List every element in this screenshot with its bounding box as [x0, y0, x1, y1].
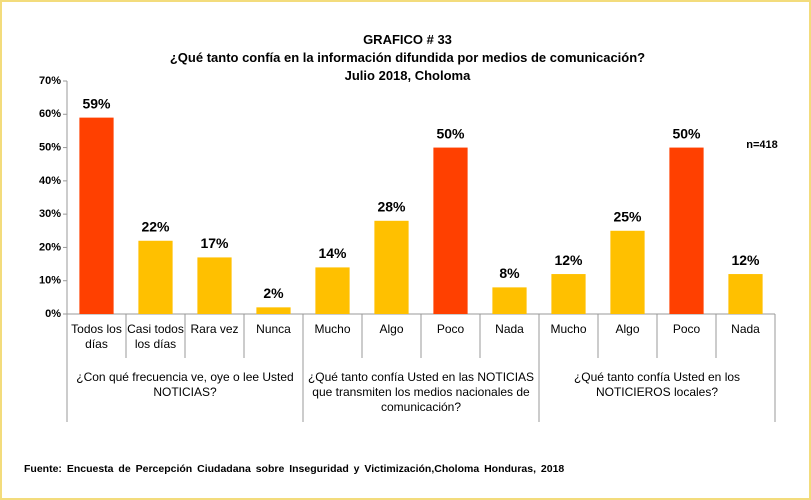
- value-label: 50%: [436, 125, 465, 141]
- bar: [610, 230, 645, 314]
- chart-title: GRAFICO # 33: [363, 32, 452, 47]
- x-tick-label: Casi todos los días: [127, 322, 184, 351]
- y-tick-label: 30%: [39, 208, 61, 220]
- y-tick-label: 60%: [39, 108, 61, 120]
- bar: [374, 220, 409, 314]
- value-label: 25%: [613, 208, 642, 224]
- y-tick-label: 10%: [39, 275, 61, 287]
- bar: [433, 147, 468, 314]
- bar: [492, 287, 527, 314]
- chart-subtitle: ¿Qué tanto confía en la información difu…: [169, 50, 646, 65]
- y-tick-label: 70%: [39, 75, 61, 87]
- group-label: ¿Qué tanto confía Usted en los NOTICIERO…: [573, 370, 741, 399]
- bar: [138, 240, 173, 314]
- y-tick-label: 50%: [39, 141, 61, 153]
- x-tick-label: Mucho: [550, 322, 587, 336]
- x-tick-label: Poco: [436, 322, 465, 336]
- bar: [315, 267, 350, 314]
- bar: [197, 257, 232, 314]
- source: Fuente: Encuesta de Percepción Ciudadana…: [24, 463, 565, 475]
- bar: [256, 307, 291, 314]
- value-label: 22%: [141, 218, 170, 234]
- x-tick-label: Mucho: [314, 322, 351, 336]
- value-label: 2%: [263, 285, 284, 301]
- group-label: ¿Con qué frecuencia ve, oye o lee Usted …: [76, 370, 294, 399]
- x-tick-label: Poco: [672, 322, 701, 336]
- group-label: ¿Qué tanto confía Usted en las NOTICIAS …: [307, 370, 535, 414]
- value-label: 17%: [200, 235, 229, 251]
- value-label: 12%: [554, 252, 583, 268]
- value-label: 28%: [377, 199, 406, 215]
- x-tick-label: Nunca: [256, 322, 291, 336]
- y-tick-label: 20%: [39, 241, 61, 253]
- value-label: 50%: [672, 125, 701, 141]
- y-tick-label: 0%: [45, 308, 61, 320]
- chart-subtitle: Julio 2018, Choloma: [344, 68, 471, 83]
- value-label: 14%: [318, 245, 347, 261]
- annotation: n=418: [746, 139, 778, 151]
- x-tick-label: Algo: [615, 322, 640, 336]
- x-tick-label: Algo: [379, 322, 404, 336]
- y-tick-label: 40%: [39, 175, 61, 187]
- bar: [728, 274, 763, 314]
- value-label: 59%: [82, 95, 111, 111]
- x-tick-label: Rara vez: [190, 322, 239, 336]
- value-label: 12%: [731, 252, 760, 268]
- value-label: 8%: [499, 265, 520, 281]
- bar: [669, 147, 704, 314]
- bar: [551, 274, 586, 314]
- x-tick-label: Todos los días: [71, 322, 122, 351]
- x-tick-label: Nada: [495, 322, 524, 336]
- bar: [79, 117, 114, 314]
- x-tick-label: Nada: [731, 322, 760, 336]
